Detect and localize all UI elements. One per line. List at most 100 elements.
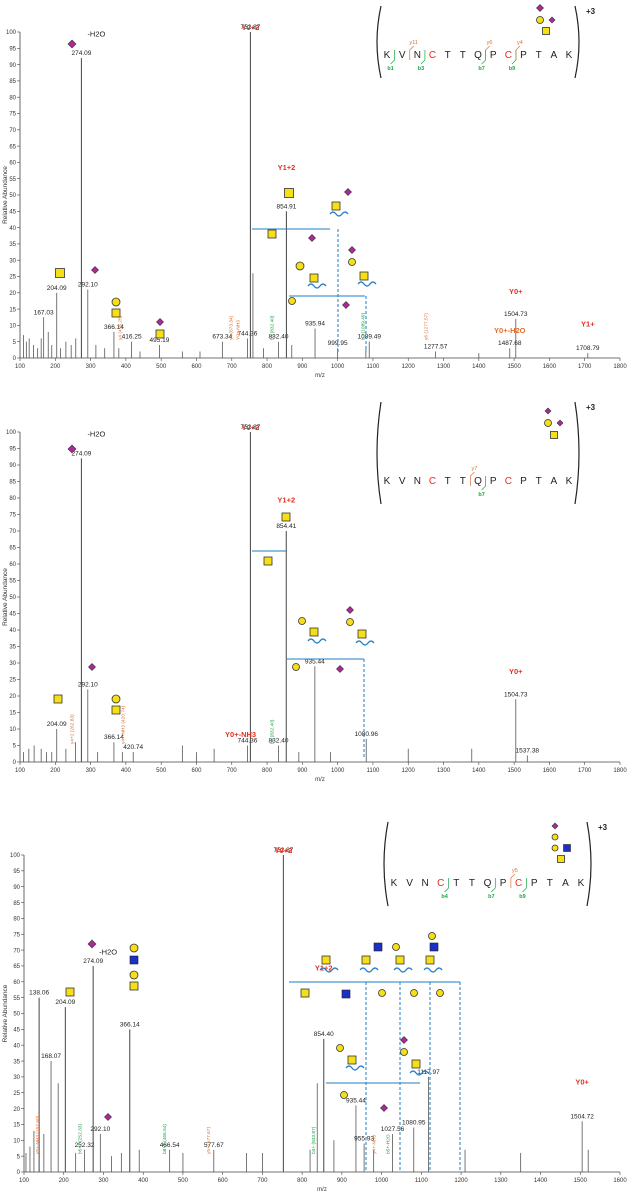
galactose-circle-icon <box>410 989 418 997</box>
peak-label: 204.09 <box>47 721 67 728</box>
galactose-circle-icon <box>336 1044 344 1052</box>
sialic-acid-diamond-icon <box>67 444 77 454</box>
y-tick-label: 60 <box>13 980 20 986</box>
peak-label: 466.54 <box>160 1142 180 1149</box>
y-axis-label: Relative Abundance <box>2 984 9 1042</box>
galactose-circle-icon <box>551 844 559 852</box>
y-tick-label: 30 <box>9 258 16 264</box>
sequence-residue: K <box>384 50 391 61</box>
galnac-square-icon <box>111 308 121 318</box>
right-bracket <box>574 5 580 79</box>
peak-label: 854.91 <box>276 203 296 210</box>
sequence-residue: T <box>445 476 451 487</box>
x-tick-label: 700 <box>227 364 238 370</box>
y-tick-label: 0 <box>13 760 17 766</box>
b-ion-cleavage <box>390 50 395 65</box>
y-tick-label: 20 <box>9 694 16 700</box>
galnac-square-icon <box>300 988 310 998</box>
y-tick-label: 85 <box>9 79 16 85</box>
y-tick-label: 35 <box>9 242 16 248</box>
sequence-residue: P <box>520 476 527 487</box>
peak-label: 138.06 <box>29 990 49 997</box>
fragment-tag: b4 (832.40) <box>269 719 275 744</box>
galnac-square-icon <box>550 431 558 439</box>
peak-label: 292.10 <box>78 681 98 688</box>
x-tick-label: 100 <box>15 768 26 774</box>
y-ion-label: y5 <box>512 868 518 874</box>
galactose-circle-icon <box>348 258 356 266</box>
x-tick-label: 100 <box>15 364 26 370</box>
y-tick-label: 5 <box>13 340 17 346</box>
x-tick-label: 700 <box>227 768 238 774</box>
ion-annotation: Y0+ <box>509 287 523 296</box>
y-ion-cleavage <box>510 873 516 888</box>
b-ion-cleavage <box>511 50 517 65</box>
sialic-acid-diamond-icon <box>336 665 344 673</box>
b-ion-cleavage <box>420 50 426 65</box>
galnac-square-icon <box>309 273 319 283</box>
y-tick-label: 95 <box>13 869 20 875</box>
x-axis-label: m/z <box>315 373 325 379</box>
fragment-tag: b3 (832.40) <box>269 315 275 340</box>
x-tick-label: 500 <box>156 768 167 774</box>
y-tick-label: 10 <box>13 1139 20 1145</box>
y-tick-label: 30 <box>9 661 16 667</box>
y-tick-label: 25 <box>9 275 16 281</box>
fragment-tag: Y0+-NH3 <box>236 320 242 340</box>
peak-label: 420.74 <box>123 744 143 751</box>
fragment-tag: y4+2 (262.83) <box>70 714 76 744</box>
peak-label: 1027.56 <box>381 1126 405 1133</box>
sequence-residue: C <box>515 878 522 889</box>
galnac-square-icon <box>55 268 65 278</box>
y-tick-label: 0 <box>13 356 17 362</box>
sialic-acid-diamond-icon <box>308 234 316 242</box>
peak-label: 955.93 <box>354 1135 374 1142</box>
x-tick-label: 600 <box>191 768 202 774</box>
charge-state: +3 <box>586 403 596 412</box>
fragment-tag: b8+2 (466.54) <box>162 1124 168 1154</box>
fragment-tag: b7 (1089.49) <box>360 312 366 340</box>
peak-label: 167.03 <box>34 309 54 316</box>
left-bracket <box>383 821 389 907</box>
y-tick-label: 60 <box>9 161 16 167</box>
peak-label: 1487.68 <box>498 340 522 347</box>
peak-label: 1504.73 <box>504 311 528 318</box>
y-ion-label: y7 <box>472 466 478 472</box>
peak-label: 832.40 <box>269 738 289 745</box>
y-tick-label: 20 <box>13 1107 20 1113</box>
y-tick-label: 95 <box>9 47 16 53</box>
peptide-backbone-icon <box>307 283 327 289</box>
x-tick-label: 300 <box>86 364 97 370</box>
y-ion-cleavage <box>409 45 414 60</box>
x-tick-label: 1000 <box>331 364 345 370</box>
galactose-circle-icon <box>111 694 121 704</box>
peak-label: 292.10 <box>78 282 98 289</box>
y-tick-label: 15 <box>9 307 16 313</box>
peak-label: 1537.38 <box>516 747 540 754</box>
peptide-backbone-icon <box>357 281 377 287</box>
peptide-backbone-icon <box>355 640 375 646</box>
peak-label: 752.87 <box>240 424 260 431</box>
y-tick-label: 15 <box>9 711 16 717</box>
peak-label: 935.44 <box>346 1097 366 1104</box>
y-tick-label: 40 <box>9 226 16 232</box>
x-tick-label: 600 <box>218 1178 229 1184</box>
ion-annotation: Y0+ <box>575 1077 589 1086</box>
sequence-residue: N <box>414 50 421 61</box>
x-tick-label: 800 <box>262 364 273 370</box>
galactose-circle-icon <box>536 16 544 24</box>
peak-label: 204.09 <box>47 285 67 292</box>
x-tick-label: 1600 <box>543 768 557 774</box>
galactose-circle-icon <box>392 943 400 951</box>
x-tick-label: 1300 <box>494 1178 508 1184</box>
peak-label: 577.67 <box>204 1142 224 1149</box>
b-ion-label: b7 <box>478 492 484 498</box>
peak-label: 495.19 <box>150 337 170 344</box>
peak-label: 1080.95 <box>402 1120 426 1127</box>
y-tick-label: 70 <box>9 128 16 134</box>
y-tick-label: 45 <box>13 1028 20 1034</box>
peak-label: 1708.79 <box>576 345 600 352</box>
galactose-circle-icon <box>551 833 559 841</box>
peak-label: 935.94 <box>305 321 325 328</box>
x-tick-label: 700 <box>257 1178 268 1184</box>
